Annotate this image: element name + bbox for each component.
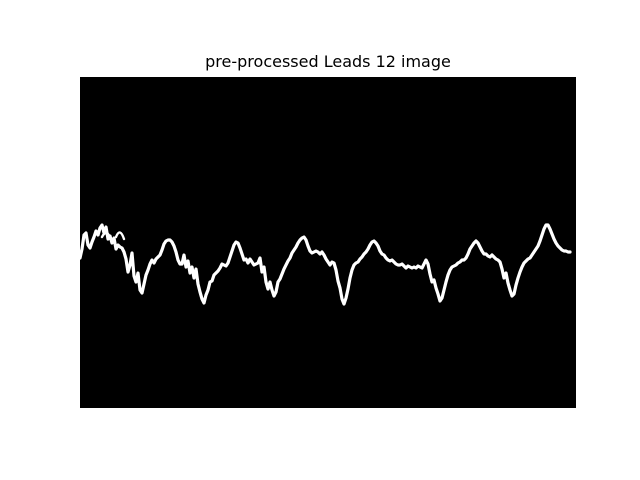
ecg-trace-artifact [100, 231, 126, 241]
ecg-trace-svg [80, 77, 576, 408]
figure-title: pre-processed Leads 12 image [205, 52, 451, 71]
ecg-trace [80, 223, 572, 306]
ecg-image-panel [80, 77, 576, 408]
image-background [80, 77, 576, 408]
